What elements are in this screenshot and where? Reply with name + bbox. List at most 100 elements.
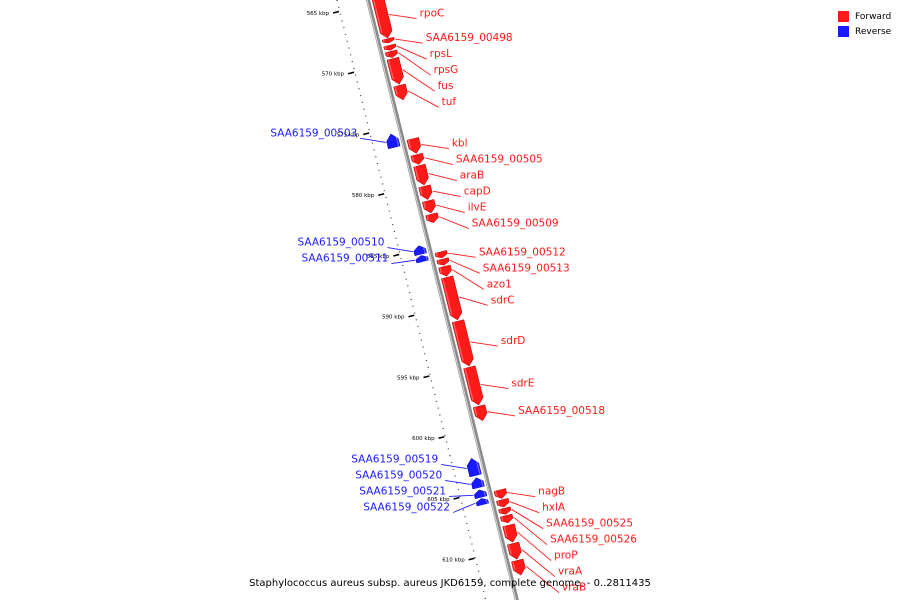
- gene-shading: [494, 490, 498, 496]
- gene-label: nagB: [538, 486, 565, 498]
- gene-label: SAA6159_00519: [351, 453, 438, 465]
- gene-label: SAA6159_00513: [483, 262, 570, 274]
- gene-shading: [479, 476, 484, 487]
- leader-line: [470, 341, 498, 347]
- leader-line: [517, 531, 552, 562]
- gene-label: SAA6159_00518: [518, 405, 605, 417]
- leader-line: [407, 90, 439, 108]
- gene-labels: rpoC SAA6159_00498 rpsL rpsG fus tuf kbl SAA615…: [270, 8, 637, 594]
- ruler-tick-label: 600 kbp: [412, 436, 435, 442]
- gene-label: sdrD: [501, 335, 526, 347]
- gene-shading: [411, 155, 415, 162]
- gene-label: SAA6159_00509: [472, 218, 559, 230]
- gene-shading: [435, 252, 438, 257]
- ruler-tick: [332, 10, 340, 14]
- leader-line: [511, 509, 544, 530]
- ruler-tick-label: 605 kbp: [427, 497, 450, 503]
- gene-label: hxlA: [542, 502, 566, 514]
- gene-SAA6159_00513: [436, 257, 450, 266]
- gene-SAA6159_00526: [499, 513, 514, 524]
- gene-shading: [414, 166, 419, 181]
- leader-line: [507, 492, 536, 498]
- legend-forward: Forward: [838, 9, 891, 24]
- genome-backbone: [365, 0, 519, 600]
- gene-shading: [497, 500, 500, 505]
- gene-shading: [512, 561, 516, 571]
- leader-line: [391, 259, 416, 265]
- gene-label: vraB: [562, 582, 586, 594]
- gene-sdrD: [451, 319, 474, 367]
- legend-reverse: Reverse: [838, 24, 891, 39]
- gene-shading: [387, 59, 394, 80]
- gene-rpoC: [371, 0, 393, 39]
- gene-shading: [407, 139, 412, 149]
- leader-line: [521, 549, 556, 578]
- leader-line: [439, 216, 469, 230]
- gene-label: SAA6159_00511: [301, 253, 388, 265]
- gene-label: proP: [554, 550, 578, 562]
- gene-label: SAA6159_00525: [546, 518, 633, 530]
- gene-SAA6159_00511: [415, 255, 429, 264]
- leader-line: [360, 137, 386, 143]
- gene-shading: [503, 526, 508, 538]
- gene-label: SAA6159_00522: [363, 501, 450, 513]
- forward-swatch: [838, 11, 849, 22]
- gene-shading: [384, 46, 387, 50]
- leader-line: [452, 269, 485, 290]
- gene-label: capD: [464, 186, 491, 198]
- ruler-tick-label: 565 kbp: [307, 11, 330, 17]
- ruler-tick-label: 580 kbp: [352, 193, 375, 199]
- gene-shading: [437, 260, 440, 264]
- ruler-tick-label: 590 kbp: [382, 315, 405, 321]
- gene-nagB: [493, 488, 508, 499]
- gene-shading: [373, 0, 383, 34]
- gene-shading: [483, 488, 486, 497]
- gene-shading: [442, 278, 453, 316]
- gene-label: ilvE: [468, 202, 487, 214]
- ruler-tick-label: 570 kbp: [322, 72, 345, 78]
- gene-shading: [508, 544, 512, 555]
- gene-label: SAA6159_00512: [479, 246, 566, 258]
- gene-sdrE: [463, 365, 484, 406]
- gene-SAA6159_00520: [471, 477, 485, 490]
- gene-shading: [423, 201, 426, 209]
- gene-capD: [418, 184, 433, 200]
- ruler-tick: [453, 496, 460, 500]
- gene-label: fus: [438, 80, 454, 92]
- gene-vraB: [511, 558, 526, 576]
- gene-shading: [439, 267, 442, 274]
- leader-line: [449, 494, 474, 497]
- backbone-highlight: [366, 0, 517, 600]
- gene-label: sdrC: [491, 294, 515, 306]
- gene-vraA: [506, 541, 522, 560]
- gene-label: azo1: [487, 278, 512, 290]
- leader-line: [513, 517, 548, 546]
- leader-line: [449, 260, 480, 274]
- gene-SAA6159_00509: [425, 212, 439, 223]
- gene-shading: [426, 215, 429, 221]
- leader-line: [448, 252, 476, 258]
- gene-azo1: [438, 264, 452, 277]
- leader-line: [389, 14, 417, 20]
- gene-label: SAA6159_00526: [550, 534, 637, 546]
- gene-label: SAA6159_00521: [359, 485, 446, 497]
- gene-SAA6159_00505: [410, 152, 425, 165]
- gene-label: SAA6159_00505: [456, 154, 543, 166]
- leader-line: [441, 464, 467, 470]
- gene-fus: [386, 56, 404, 85]
- gene-hxlA: [496, 497, 510, 508]
- leader-line: [398, 52, 431, 76]
- gene-label: SAA6159_00510: [298, 237, 385, 249]
- ruler-tick: [347, 71, 355, 75]
- gene-shading: [499, 509, 502, 513]
- gene-rpsL: [383, 43, 397, 51]
- gene-shading: [452, 322, 464, 362]
- leader-line: [424, 157, 453, 166]
- gene-SAA6159_00510: [413, 245, 427, 257]
- leader-line: [459, 296, 488, 306]
- gene-shading: [394, 86, 398, 96]
- leader-line: [421, 144, 449, 150]
- ruler-tick: [438, 436, 445, 440]
- gene-proP: [502, 523, 518, 543]
